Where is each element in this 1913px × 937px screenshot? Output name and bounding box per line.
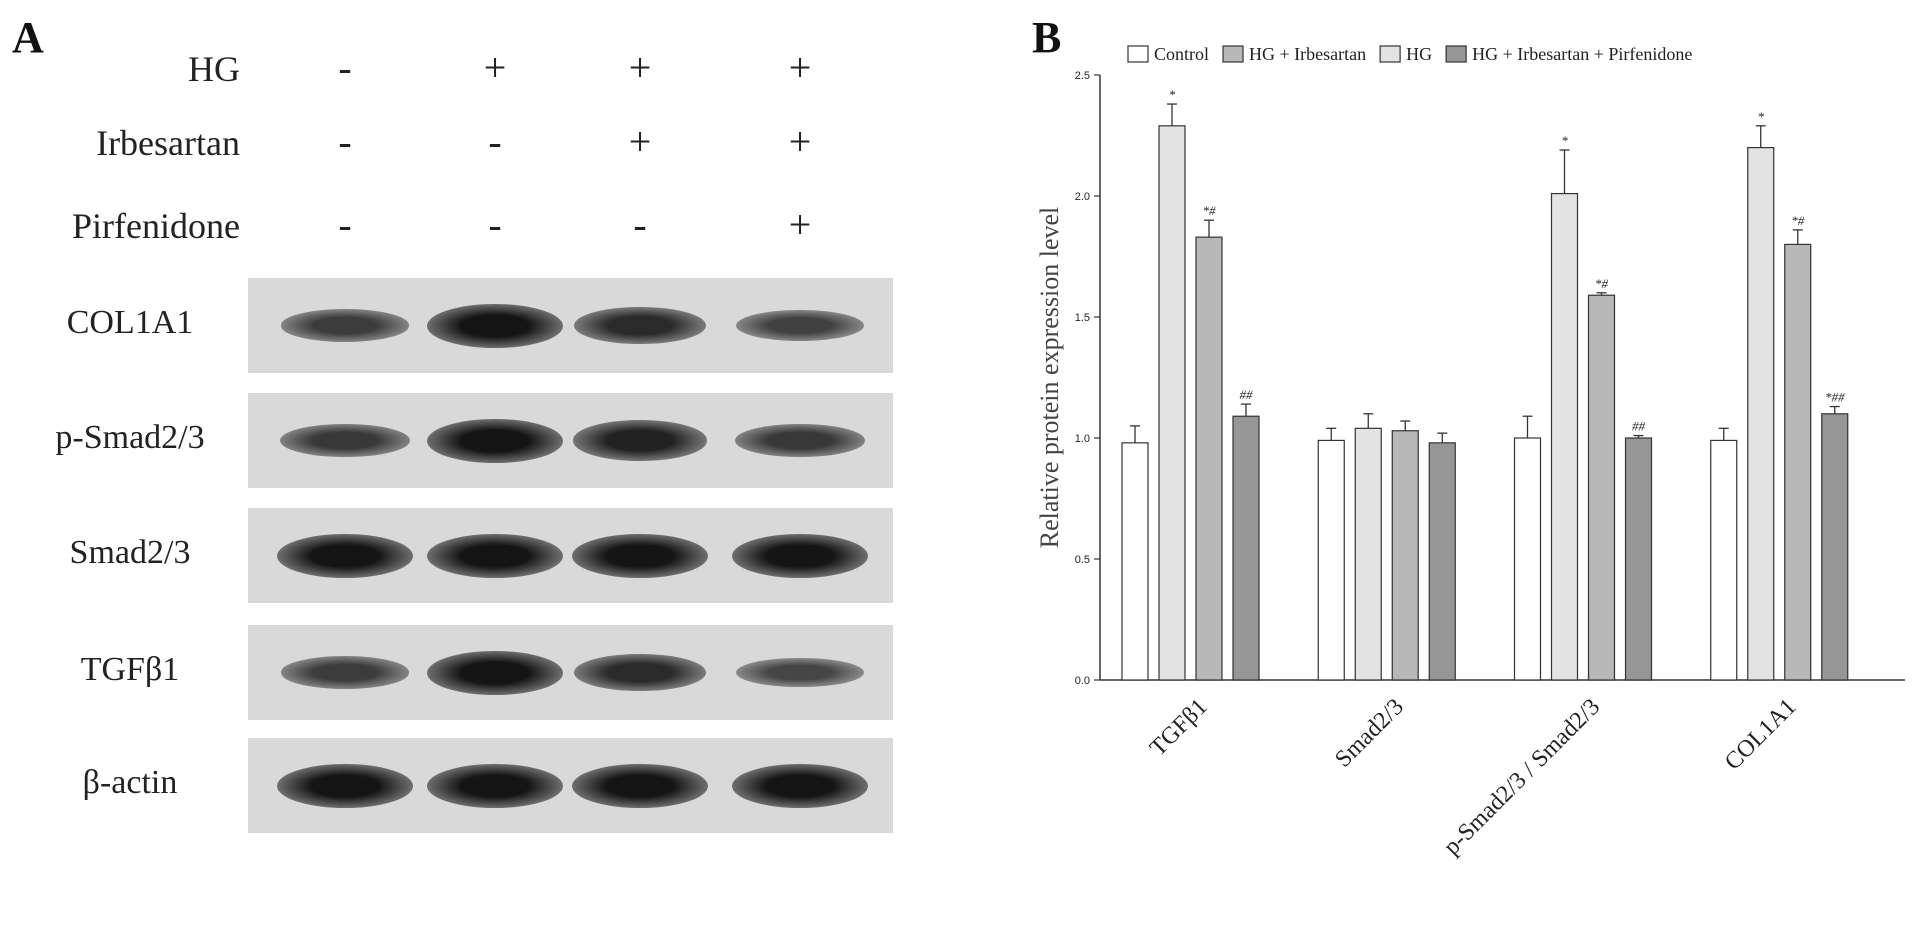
blot-band [573,420,707,461]
blot-band [735,423,865,458]
x-tick-label: TGFβ1 [1145,694,1213,762]
blot-band [427,533,563,578]
bar [1747,147,1775,681]
condition-symbol: + [788,119,812,164]
blot-band [427,303,563,348]
legend-label: HG + Irbesartan + Pirfenidone [1472,44,1692,64]
condition-symbol: + [788,202,812,247]
blot-band [732,533,868,578]
legend-swatch [1222,45,1244,63]
condition-label: Irbesartan [96,123,240,163]
condition-symbol: + [628,119,652,164]
x-tick-label: COL1A1 [1720,694,1802,776]
blot-band [572,533,708,578]
blot-band [574,653,706,692]
blot-label: β-actin [82,764,178,801]
blot-band [736,310,864,341]
significance-label: *# [1203,203,1217,218]
blot-band [277,533,413,578]
y-axis-label: Relative protein expression level [1035,207,1064,549]
significance-label: *# [1791,213,1805,228]
x-tick-label: p-Smad2/3 / Smad2/3 [1439,694,1605,860]
blot-label: COL1A1 [66,304,194,341]
condition-symbol: - [488,202,502,247]
blot-band [574,306,706,345]
blot-label: TGFβ1 [80,651,180,688]
y-tick-label: 2.0 [1075,191,1090,203]
blot-band [572,763,708,808]
bar [1428,442,1456,681]
condition-symbol: - [338,119,352,164]
significance-label: * [1561,133,1568,148]
significance-label: ## [1240,387,1254,402]
y-tick-label: 1.0 [1075,433,1090,445]
bar [1317,439,1345,681]
blot-band [280,656,410,689]
bar [1232,415,1260,681]
legend-swatch [1379,45,1401,63]
bar [1710,439,1738,681]
bar [1195,236,1223,681]
bar [1354,427,1382,681]
y-tick-label: 0.5 [1075,554,1090,566]
y-tick-label: 0.0 [1075,675,1090,687]
bar [1121,442,1149,681]
bar [1158,125,1186,681]
significance-label: *## [1825,390,1845,405]
legend-swatch [1445,45,1467,63]
bar [1550,192,1579,681]
blot-label: Smad2/3 [69,534,191,571]
blot-strip [248,508,893,603]
blot-band [427,650,563,695]
panel-a-western-blot: A HG - + + + Irbesartan - - + + Pirfenidone - - - + CO… [12,13,893,833]
significance-label: * [1758,109,1765,124]
bar [1391,430,1419,681]
panel-a-letter: A [12,13,44,62]
blot-band [736,657,864,688]
blot-band [427,418,563,463]
blot-band [427,763,563,808]
bar [1784,243,1812,681]
condition-symbol: + [628,45,652,90]
legend-label: HG + Irbesartan [1249,44,1366,64]
condition-symbol: - [633,202,647,247]
condition-symbol: - [338,45,352,90]
blot-band [277,763,413,808]
bar [1624,437,1653,681]
bar [1513,437,1542,681]
condition-symbol: + [483,45,507,90]
legend-label: HG [1406,44,1432,64]
blot-strip [248,278,893,373]
condition-label: HG [188,49,240,89]
condition-symbol: - [338,202,352,247]
significance-label: *# [1595,276,1609,291]
y-tick-label: 1.5 [1075,312,1090,324]
significance-label: * [1169,87,1176,102]
blot-strip [248,738,893,833]
x-tick-label: Smad2/3 [1330,694,1409,773]
panel-b-letter: B [1032,13,1062,62]
condition-label: Pirfenidone [72,206,240,246]
condition-symbol: - [488,119,502,164]
bar [1821,413,1849,681]
y-tick-label: 2.5 [1075,70,1090,82]
legend-swatch [1127,45,1149,63]
bar [1587,294,1616,681]
significance-label: ## [1632,419,1646,434]
bar-chart-svg: 0.0 0.5 1.0 1.5 2.0 2.5 Relative protein expre… [1035,44,1905,860]
blot-band [280,309,410,342]
panel-b-bar-chart: B 0.0 0.5 1.0 1.5 2.0 2.5 Relative protein exp… [1000,0,1913,937]
condition-symbol: + [788,45,812,90]
blot-label: p-Smad2/3 [55,419,205,456]
legend-label: Control [1154,44,1209,64]
blot-band [732,763,868,808]
blot-band [280,423,410,458]
blot-strip [248,625,893,720]
blot-strip [248,393,893,488]
